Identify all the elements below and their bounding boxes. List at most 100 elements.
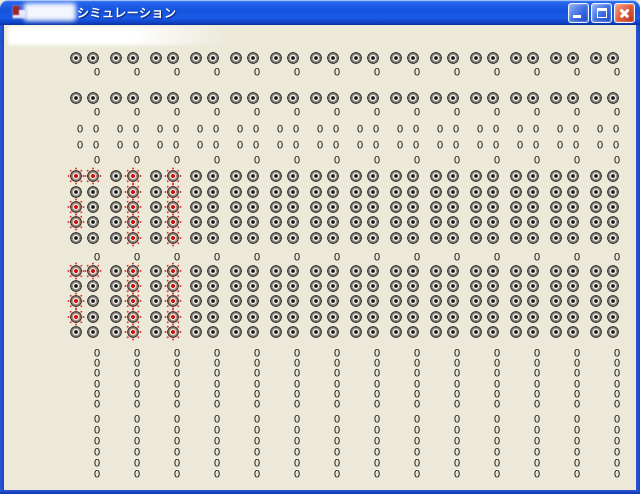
led-indicator-off	[527, 280, 539, 292]
counter-value: 0	[573, 446, 581, 459]
counter-value: 0	[373, 154, 381, 167]
led-indicator-off	[150, 186, 162, 198]
led-indicator-off	[110, 265, 122, 277]
counter-value: 0	[213, 398, 221, 411]
counter-value: 0	[213, 367, 221, 380]
counter-value: 0	[533, 424, 541, 437]
led-indicator-off	[287, 52, 299, 64]
counter-value: 0	[213, 66, 221, 79]
counter-value: 0	[253, 468, 261, 481]
led-indicator-off	[550, 52, 562, 64]
led-indicator-off	[87, 186, 99, 198]
led-indicator-off	[270, 265, 282, 277]
led-indicator-off	[207, 170, 219, 182]
led-indicator-off	[110, 232, 122, 244]
counter-value: 0	[356, 123, 364, 136]
led-indicator-off	[367, 92, 379, 104]
counter-value: 0	[173, 413, 181, 426]
counter-value: 0	[133, 378, 141, 391]
led-indicator-on	[127, 311, 139, 323]
led-indicator-off	[470, 216, 482, 228]
counter-value: 0	[413, 347, 421, 360]
counter-value: 0	[196, 139, 204, 152]
counter-value: 0	[373, 388, 381, 401]
counter-value: 0	[573, 106, 581, 119]
led-indicator-off	[590, 326, 602, 338]
led-indicator-off	[607, 201, 619, 213]
counter-value: 0	[292, 123, 300, 136]
counter-value: 0	[293, 446, 301, 459]
counter-value: 0	[613, 457, 621, 470]
counter-value: 0	[173, 468, 181, 481]
led-indicator-off	[310, 186, 322, 198]
close-button[interactable]	[614, 3, 635, 23]
led-indicator-off	[407, 280, 419, 292]
counter-value: 0	[533, 66, 541, 79]
led-indicator-off	[87, 232, 99, 244]
led-indicator-off	[150, 170, 162, 182]
titlebar[interactable]: シミュレーション	[0, 0, 640, 25]
counter-value: 0	[213, 457, 221, 470]
counter-value: 0	[572, 123, 580, 136]
counter-value: 0	[253, 413, 261, 426]
led-indicator-off	[470, 326, 482, 338]
counter-value: 0	[453, 357, 461, 370]
led-indicator-off	[430, 232, 442, 244]
counter-value: 0	[573, 347, 581, 360]
led-indicator-off	[190, 201, 202, 213]
led-indicator-off	[390, 232, 402, 244]
counter-value: 0	[556, 139, 564, 152]
counter-value: 0	[493, 424, 501, 437]
led-indicator-off	[127, 92, 139, 104]
counter-value: 0	[293, 457, 301, 470]
counter-value: 0	[413, 154, 421, 167]
led-indicator-off	[510, 52, 522, 64]
led-indicator-off	[190, 170, 202, 182]
led-indicator-off	[367, 280, 379, 292]
led-indicator-off	[510, 326, 522, 338]
led-indicator-off	[367, 52, 379, 64]
counter-value: 0	[133, 413, 141, 426]
led-indicator-off	[207, 295, 219, 307]
led-indicator-off	[510, 92, 522, 104]
counter-value: 0	[276, 123, 284, 136]
led-indicator-off	[550, 326, 562, 338]
counter-value: 0	[613, 251, 621, 264]
led-indicator-off	[230, 186, 242, 198]
counter-value: 0	[293, 435, 301, 448]
counter-value: 0	[93, 468, 101, 481]
led-indicator-off	[550, 280, 562, 292]
led-indicator-off	[607, 280, 619, 292]
led-indicator-on	[127, 265, 139, 277]
counter-value: 0	[213, 154, 221, 167]
counter-value: 0	[573, 413, 581, 426]
counter-value: 0	[476, 123, 484, 136]
maximize-button[interactable]	[591, 3, 612, 23]
led-indicator-off	[607, 52, 619, 64]
led-indicator-on	[127, 280, 139, 292]
led-indicator-off	[590, 265, 602, 277]
led-indicator-on	[70, 170, 82, 182]
counter-value: 0	[452, 139, 460, 152]
led-indicator-off	[327, 186, 339, 198]
led-indicator-off	[287, 170, 299, 182]
counter-value: 0	[173, 66, 181, 79]
led-indicator-off	[487, 92, 499, 104]
led-indicator-off	[287, 201, 299, 213]
led-indicator-off	[470, 92, 482, 104]
led-indicator-off	[447, 280, 459, 292]
led-indicator-off	[287, 265, 299, 277]
minimize-button[interactable]	[568, 3, 589, 23]
led-indicator-off	[310, 311, 322, 323]
counter-value: 0	[293, 424, 301, 437]
led-indicator-off	[390, 265, 402, 277]
led-indicator-on	[167, 280, 179, 292]
led-indicator-off	[430, 326, 442, 338]
led-indicator-off	[470, 280, 482, 292]
counter-value: 0	[173, 398, 181, 411]
led-indicator-off	[470, 265, 482, 277]
led-indicator-off	[430, 280, 442, 292]
led-indicator-off	[527, 265, 539, 277]
led-indicator-off	[407, 170, 419, 182]
